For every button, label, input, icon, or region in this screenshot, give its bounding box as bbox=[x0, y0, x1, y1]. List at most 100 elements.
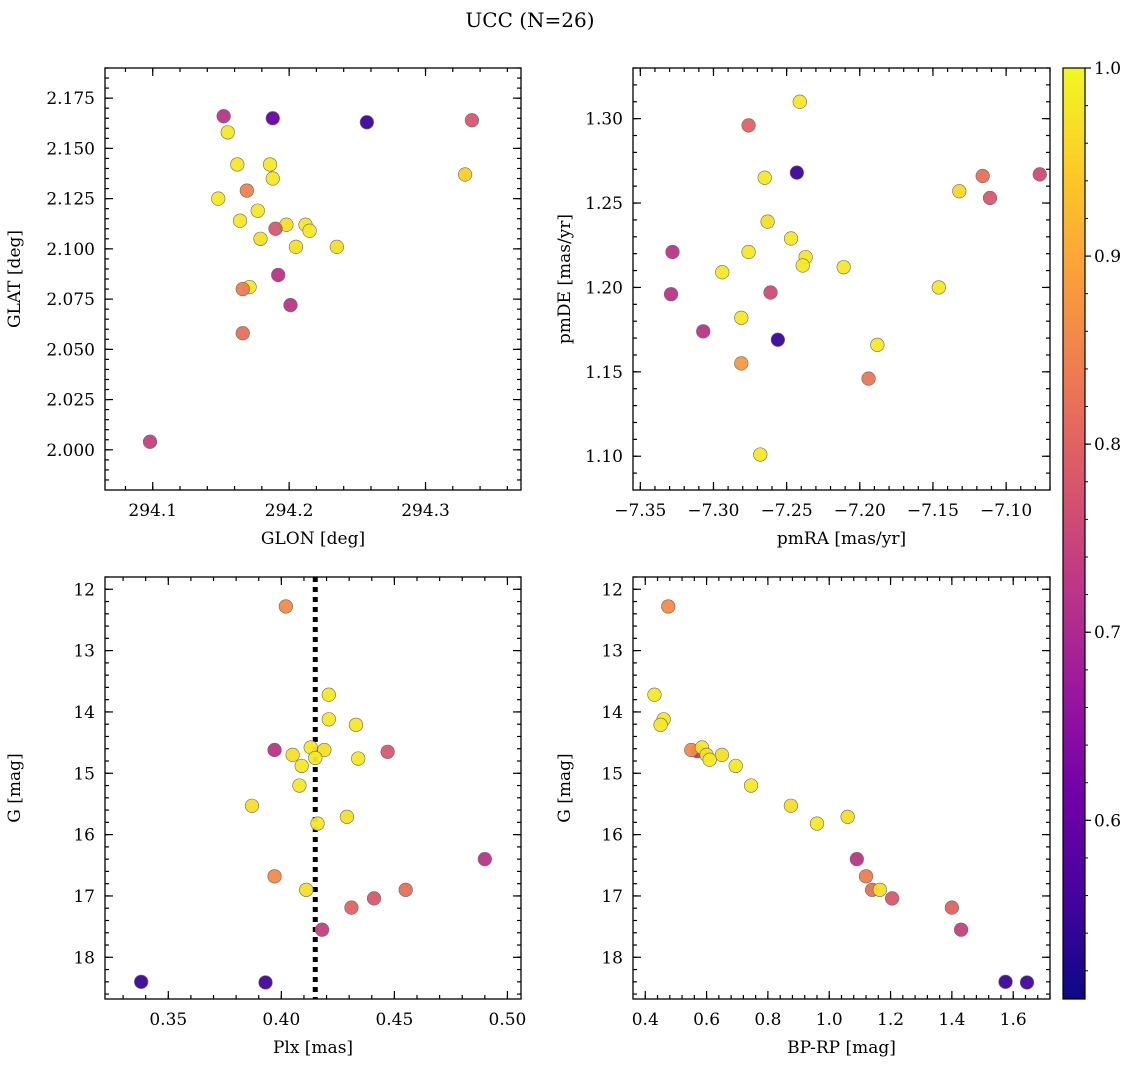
data-point bbox=[294, 758, 309, 774]
y-tick-label: 1.15 bbox=[585, 363, 623, 383]
y-tick-label: 12 bbox=[73, 580, 95, 600]
data-point bbox=[789, 165, 804, 180]
colorbar-tick-label: 0.7 bbox=[1094, 623, 1121, 643]
x-tick-label: −7.15 bbox=[907, 501, 959, 521]
x-tick-label: 294.3 bbox=[401, 501, 450, 521]
data-point bbox=[457, 167, 473, 182]
y-tick-label: 15 bbox=[73, 764, 95, 784]
data-point bbox=[783, 798, 799, 813]
panel-2: −7.35 −7.30 −7.25 −7.20 −7.15 −7.10 1.10 1.15 1.… bbox=[555, 67, 1051, 549]
data-points bbox=[663, 94, 1047, 462]
data-point bbox=[216, 109, 231, 124]
data-point bbox=[840, 809, 855, 824]
data-point bbox=[714, 747, 730, 762]
axes-frame bbox=[632, 576, 1051, 1000]
y-tick-label: 2.125 bbox=[46, 190, 95, 210]
data-point bbox=[952, 184, 967, 199]
data-point bbox=[1019, 975, 1035, 990]
data-point bbox=[884, 891, 900, 906]
data-point bbox=[262, 157, 278, 172]
y-tick-label: 16 bbox=[73, 826, 95, 846]
data-point bbox=[998, 974, 1013, 989]
data-point bbox=[359, 115, 374, 130]
x-tick-label: −7.30 bbox=[687, 501, 739, 521]
panel-3: 0.35 0.40 0.45 0.50 12 13 14 15 16 17 18 Plx [mas] G… bbox=[5, 576, 526, 1058]
y-tick-label: 18 bbox=[601, 948, 623, 968]
data-point bbox=[329, 239, 344, 254]
data-point bbox=[211, 191, 226, 206]
data-point bbox=[647, 687, 662, 702]
y-tick-label: 2.000 bbox=[46, 441, 95, 461]
y-tick-label: 16 bbox=[601, 826, 623, 846]
data-point bbox=[870, 337, 885, 352]
data-point bbox=[344, 900, 359, 915]
y-tick-label: 1.30 bbox=[585, 110, 623, 130]
y-axis-label: GLAT [deg] bbox=[5, 230, 25, 328]
ticks bbox=[105, 576, 521, 999]
data-point bbox=[265, 171, 280, 186]
y-tick-label: 2.175 bbox=[46, 89, 95, 109]
panel-4: 0.4 0.6 0.8 1.0 1.2 1.4 1.6 12 13 14 15 16 17 18 BP-RP… bbox=[555, 576, 1051, 1058]
colorbar-gradient bbox=[1062, 67, 1086, 1000]
data-point bbox=[244, 798, 260, 813]
x-tick-label: 1.4 bbox=[938, 1010, 965, 1030]
ticks bbox=[105, 67, 521, 490]
y-tick-label: 13 bbox=[601, 642, 623, 662]
data-point bbox=[258, 975, 273, 990]
data-point bbox=[134, 974, 149, 989]
colorbar-tick-label: 1.0 bbox=[1094, 59, 1121, 79]
data-point bbox=[267, 742, 282, 758]
ticks bbox=[633, 67, 1051, 490]
y-axis-label: G [mag] bbox=[5, 753, 25, 822]
data-point bbox=[321, 712, 336, 727]
data-point bbox=[314, 922, 330, 937]
data-point bbox=[809, 816, 825, 831]
axes-frame bbox=[632, 67, 1051, 491]
data-point bbox=[665, 244, 680, 260]
data-point bbox=[715, 265, 730, 280]
y-tick-label: 2.100 bbox=[46, 240, 95, 260]
x-tick-label: 0.4 bbox=[632, 1010, 659, 1030]
data-points bbox=[647, 599, 1035, 990]
x-tick-label: 294.1 bbox=[128, 501, 177, 521]
data-point bbox=[271, 267, 286, 283]
data-point bbox=[872, 882, 887, 897]
data-point bbox=[477, 852, 492, 867]
x-tick-label: 1.2 bbox=[877, 1010, 904, 1030]
y-tick-label: 2.075 bbox=[46, 290, 95, 310]
data-points bbox=[134, 599, 492, 990]
x-tick-label: 0.6 bbox=[693, 1010, 720, 1030]
data-point bbox=[464, 113, 479, 128]
colorbar: 0.6 0.7 0.8 0.9 1.0 bbox=[1062, 59, 1121, 1000]
x-axis-label: BP-RP [mag] bbox=[787, 1038, 896, 1058]
data-point bbox=[239, 183, 254, 198]
data-points bbox=[142, 109, 479, 449]
data-point bbox=[661, 599, 676, 614]
x-tick-label: 0.35 bbox=[149, 1010, 187, 1030]
data-point bbox=[663, 287, 679, 302]
figure-title: UCC (N=26) bbox=[465, 8, 594, 32]
colorbar-tick-label: 0.6 bbox=[1094, 811, 1121, 831]
data-point bbox=[292, 778, 307, 793]
data-point bbox=[351, 751, 366, 766]
data-point bbox=[250, 203, 265, 218]
x-tick-label: −7.10 bbox=[980, 501, 1032, 521]
y-tick-label: 2.050 bbox=[46, 340, 95, 360]
panels: 294.1 294.2 294.3 2.000 2.025 2.050 2.075 2.100… bbox=[5, 67, 1051, 1058]
data-point bbox=[734, 310, 749, 325]
colorbar-tick-label: 0.9 bbox=[1094, 247, 1121, 267]
y-tick-label: 15 bbox=[601, 764, 623, 784]
x-tick-label: −7.25 bbox=[761, 501, 813, 521]
data-point bbox=[944, 900, 959, 915]
data-point bbox=[398, 882, 413, 897]
y-tick-label: 12 bbox=[601, 580, 623, 600]
data-point bbox=[741, 244, 756, 260]
data-point bbox=[366, 891, 382, 906]
data-point bbox=[288, 239, 304, 254]
data-point bbox=[763, 285, 778, 300]
axes-frame bbox=[104, 67, 522, 491]
data-point bbox=[653, 717, 668, 732]
y-tick-label: 1.25 bbox=[585, 194, 623, 214]
data-point bbox=[696, 324, 711, 339]
